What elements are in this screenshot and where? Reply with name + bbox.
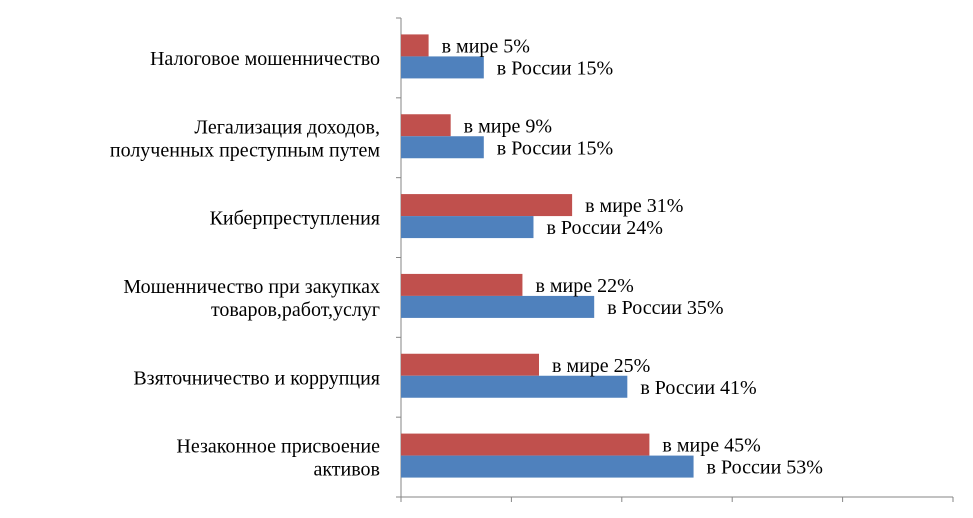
bar [401, 114, 451, 137]
category-labels: Налоговое мошенничество Легализация доход… [110, 48, 380, 481]
bar [401, 194, 573, 217]
bar [401, 136, 484, 159]
category-label: товаров,работ,услуг [211, 299, 380, 321]
data-label: в России 35% [607, 297, 723, 319]
category-label: Незаконное присвоение [176, 436, 380, 458]
bar [401, 375, 628, 398]
data-label: в России 41% [640, 377, 756, 399]
data-label: в России 15% [497, 137, 613, 159]
category-label: Киберпреступления [210, 208, 380, 230]
data-label: в мире 5% [442, 35, 530, 57]
category-label: активов [313, 459, 380, 481]
bar [401, 56, 484, 79]
category-label: Легализация доходов, [194, 116, 380, 138]
axes [396, 17, 954, 502]
bar [401, 353, 539, 376]
data-label: в России 53% [707, 457, 823, 479]
bars [401, 34, 694, 478]
bar [401, 433, 650, 456]
data-label: в России 24% [546, 217, 662, 239]
data-label: в мире 22% [535, 275, 633, 297]
category-label: Мошенничество при закупках [123, 276, 380, 298]
category-label: Взяточничество и коррупция [133, 367, 380, 389]
data-label: в мире 31% [585, 195, 683, 217]
data-label: в мире 45% [662, 435, 760, 457]
data-labels: в мире 5%в России 15%в мире 9%в России 1… [442, 35, 823, 478]
category-label: полученных преступным путем [110, 139, 380, 161]
bar [401, 455, 694, 478]
bar [401, 34, 429, 57]
bar [401, 273, 523, 296]
bar [401, 216, 534, 239]
data-label: в мире 9% [464, 115, 552, 137]
data-label: в мире 25% [552, 355, 650, 377]
category-label: Налоговое мошенничество [150, 48, 380, 70]
bar [401, 295, 595, 318]
data-label: в России 15% [497, 57, 613, 79]
